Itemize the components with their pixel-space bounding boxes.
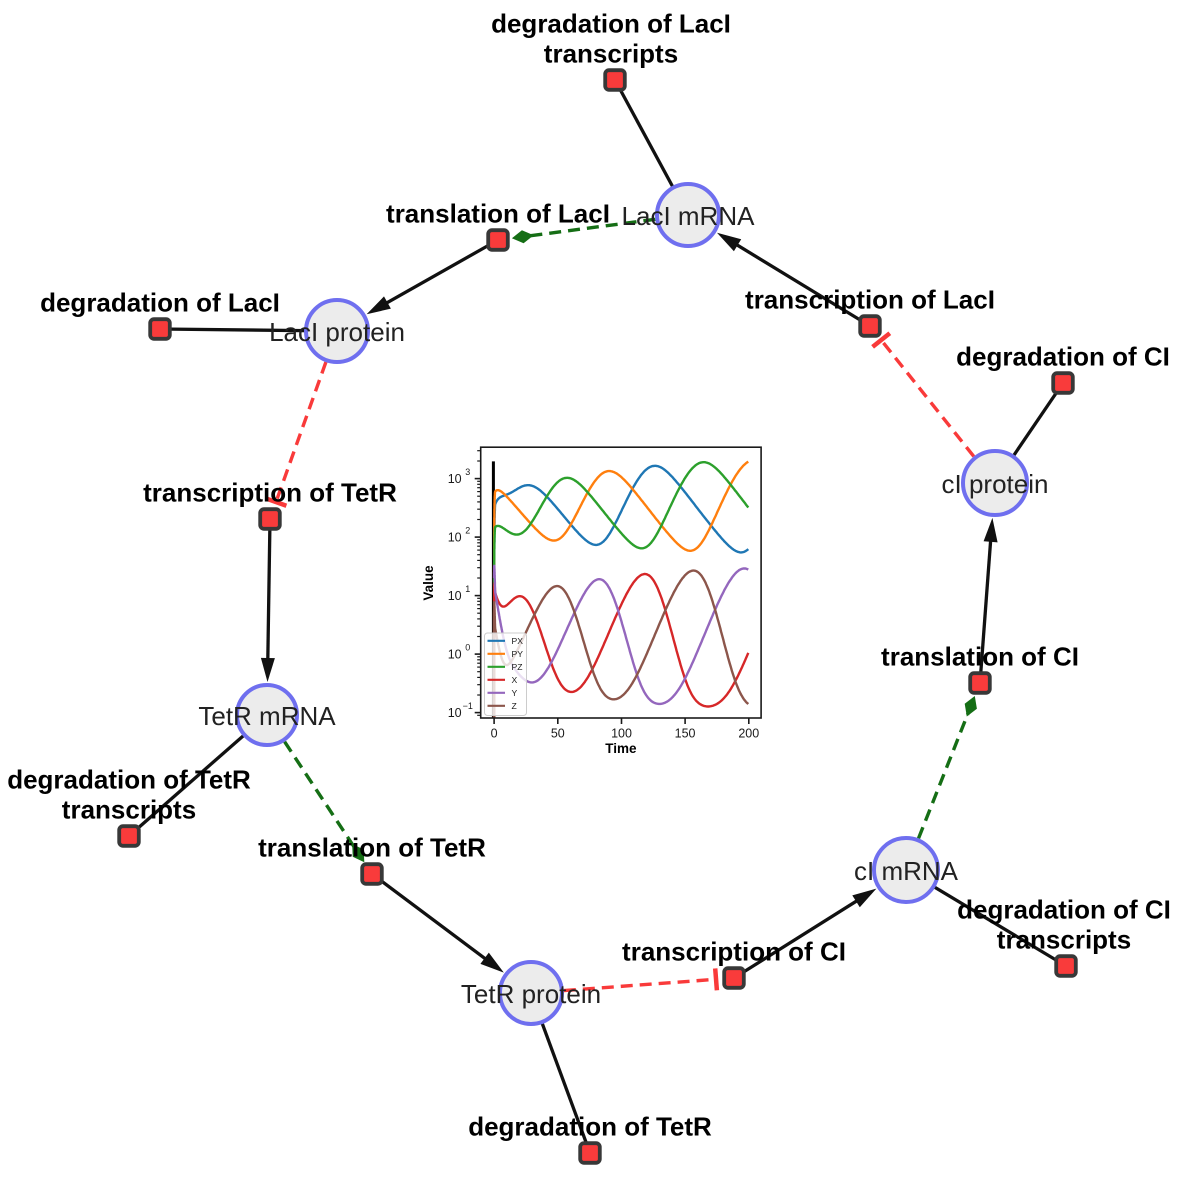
svg-text:Time: Time	[605, 741, 637, 756]
svg-text:PY: PY	[512, 649, 524, 659]
svg-text:1: 1	[465, 584, 470, 594]
svg-text:200: 200	[738, 727, 759, 741]
svg-text:3: 3	[465, 467, 470, 477]
svg-text:50: 50	[551, 727, 565, 741]
svg-text:transcripts: transcripts	[544, 39, 678, 69]
svg-text:degradation of TetR: degradation of TetR	[468, 1112, 712, 1142]
svg-text:PX: PX	[512, 636, 524, 646]
svg-text:0: 0	[465, 643, 470, 653]
svg-text:10: 10	[448, 706, 462, 720]
svg-text:translation of TetR: translation of TetR	[258, 833, 486, 863]
svg-text:TetR protein: TetR protein	[461, 979, 601, 1009]
svg-text:LacI mRNA: LacI mRNA	[622, 201, 756, 231]
svg-text:150: 150	[675, 727, 696, 741]
svg-text:cI protein: cI protein	[942, 469, 1049, 499]
svg-text:X: X	[512, 675, 518, 685]
svg-text:10: 10	[448, 472, 462, 486]
svg-text:translation of LacI: translation of LacI	[386, 199, 610, 229]
svg-text:translation of CI: translation of CI	[881, 642, 1079, 672]
svg-text:transcripts: transcripts	[997, 925, 1131, 955]
svg-text:0: 0	[491, 727, 498, 741]
svg-text:transcription of TetR: transcription of TetR	[143, 478, 397, 508]
svg-text:degradation of LacI: degradation of LacI	[40, 288, 280, 318]
svg-text:degradation of TetR: degradation of TetR	[7, 765, 251, 795]
svg-text:transcripts: transcripts	[62, 795, 196, 825]
svg-text:PZ: PZ	[512, 662, 523, 672]
svg-text:2: 2	[465, 526, 470, 536]
svg-text:Z: Z	[512, 701, 517, 711]
svg-text:cI mRNA: cI mRNA	[854, 856, 959, 886]
svg-text:transcription of LacI: transcription of LacI	[745, 285, 995, 315]
svg-text:degradation of LacI: degradation of LacI	[491, 9, 731, 39]
svg-text:LacI protein: LacI protein	[269, 317, 405, 347]
svg-text:10: 10	[448, 648, 462, 662]
svg-text:10: 10	[448, 589, 462, 603]
svg-text:10: 10	[448, 531, 462, 545]
svg-text:Y: Y	[512, 688, 518, 698]
svg-text:100: 100	[611, 727, 632, 741]
svg-text:degradation of CI: degradation of CI	[956, 342, 1170, 372]
svg-text:degradation of CI: degradation of CI	[957, 895, 1171, 925]
svg-text:Value: Value	[421, 565, 436, 601]
svg-text:−1: −1	[463, 701, 473, 711]
svg-text:TetR mRNA: TetR mRNA	[198, 701, 336, 731]
svg-text:transcription of CI: transcription of CI	[622, 937, 846, 967]
